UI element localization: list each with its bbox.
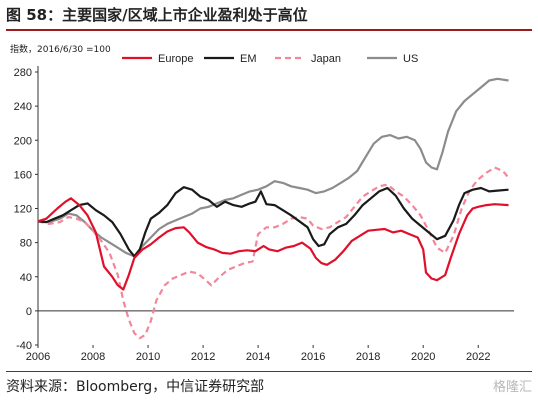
x-tick-label: 2014 bbox=[246, 351, 270, 363]
legend-label-europe: Europe bbox=[158, 53, 193, 65]
figure-title: 图 58：主要国家/区域上市企业盈利处于高位 bbox=[6, 6, 308, 24]
x-tick-label: 2012 bbox=[191, 351, 215, 363]
y-tick-label: 80 bbox=[20, 238, 32, 250]
y-tick-label: 40 bbox=[20, 272, 32, 284]
series-line-japan bbox=[37, 166, 510, 340]
title-rule bbox=[6, 29, 532, 31]
chart-legend: Europe EM Japan US bbox=[122, 53, 418, 65]
source-rule bbox=[6, 371, 532, 372]
y-tick-label: 240 bbox=[14, 101, 32, 113]
series-line-us bbox=[37, 77, 509, 258]
x-tick-label: 2022 bbox=[466, 351, 490, 363]
y-tick-label: 160 bbox=[14, 169, 32, 181]
y-tick-label: -40 bbox=[16, 340, 32, 352]
x-tick-label: 2008 bbox=[81, 351, 105, 363]
source-note: 资料来源：Bloomberg，中信证券研究部 bbox=[6, 379, 265, 395]
x-tick-label: 2020 bbox=[411, 351, 435, 363]
legend-label-em: EM bbox=[240, 53, 257, 65]
chart-series bbox=[37, 77, 510, 340]
legend-label-japan: Japan bbox=[311, 53, 341, 65]
y-tick-label: 280 bbox=[14, 67, 32, 79]
unit-label: 指数，2016/6/30 =100 bbox=[10, 43, 111, 55]
x-tick-label: 2016 bbox=[301, 351, 325, 363]
legend-label-us: US bbox=[403, 53, 418, 65]
watermark-logo: 格隆汇 bbox=[492, 380, 532, 395]
chart-axes: -40 0 40 80 120 160 200 240 280 2006 2008 2010 2012 2… bbox=[14, 66, 514, 363]
x-tick-label: 2018 bbox=[356, 351, 380, 363]
x-tick-label: 2006 bbox=[26, 351, 50, 363]
y-tick-label: 200 bbox=[14, 135, 32, 147]
series-line-em bbox=[37, 186, 509, 258]
series-line-europe bbox=[37, 197, 509, 291]
y-tick-label: 120 bbox=[14, 204, 32, 216]
x-tick-label: 2010 bbox=[136, 351, 160, 363]
y-tick-label: 0 bbox=[26, 306, 32, 318]
